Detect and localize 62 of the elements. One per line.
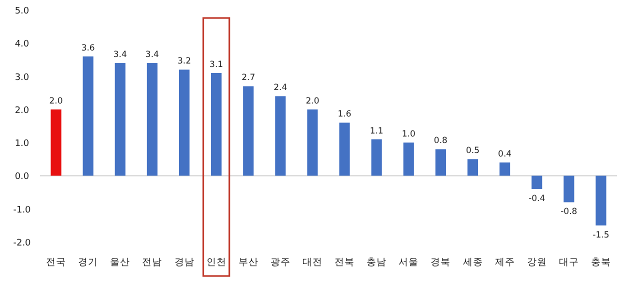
bar bbox=[467, 159, 478, 176]
x-tick-label: 세종 bbox=[462, 257, 483, 268]
data-label: 1.0 bbox=[402, 130, 416, 140]
x-tick-label: 경기 bbox=[78, 257, 98, 268]
x-tick-label: 전남 bbox=[142, 257, 162, 268]
data-label: 3.4 bbox=[113, 50, 127, 60]
bar bbox=[371, 139, 382, 176]
bar bbox=[82, 56, 94, 176]
data-label: 3.2 bbox=[177, 56, 192, 67]
y-tick-label: 1.0 bbox=[14, 139, 30, 150]
x-tick-label: 대전 bbox=[302, 257, 322, 268]
y-tick-label: 2.0 bbox=[14, 106, 30, 116]
data-label: 2.0 bbox=[306, 96, 320, 106]
data-label: 3.1 bbox=[210, 60, 224, 70]
bar bbox=[596, 176, 606, 226]
bar bbox=[243, 86, 254, 176]
x-tick-label: 전북 bbox=[334, 257, 355, 268]
x-tick-label: 전국 bbox=[46, 257, 66, 268]
x-tick-label: 제주 bbox=[494, 257, 515, 268]
data-label: 0.8 bbox=[434, 136, 448, 146]
x-tick-label: 경남 bbox=[174, 257, 194, 268]
x-tick-label: 충북 bbox=[590, 257, 611, 268]
bar bbox=[114, 63, 126, 176]
data-label: 3.4 bbox=[145, 50, 159, 60]
data-label: 2.0 bbox=[49, 96, 63, 106]
data-label: 0.4 bbox=[498, 149, 512, 160]
y-tick-label: -1.0 bbox=[13, 205, 32, 216]
bar bbox=[435, 149, 446, 176]
x-tick-label: 충남 bbox=[366, 257, 387, 268]
bar bbox=[500, 162, 510, 176]
x-tick-label: 대구 bbox=[558, 257, 579, 268]
y-tick-label: 0.0 bbox=[14, 172, 30, 182]
bar bbox=[403, 142, 414, 176]
x-tick-label: 울산 bbox=[110, 257, 130, 268]
y-tick-label: -2.0 bbox=[13, 238, 32, 248]
data-label: -0.4 bbox=[528, 194, 546, 204]
x-tick-label: 서울 bbox=[398, 257, 419, 268]
y-tick-label: 3.0 bbox=[14, 72, 30, 83]
bar bbox=[307, 109, 318, 176]
data-label: 1.1 bbox=[370, 126, 384, 136]
bar bbox=[275, 96, 286, 176]
x-tick-label: 경북 bbox=[430, 257, 451, 268]
bar bbox=[339, 122, 350, 176]
data-label: 3.6 bbox=[81, 43, 95, 54]
bar bbox=[211, 72, 222, 176]
y-tick-label: 4.0 bbox=[14, 40, 30, 50]
data-label: -0.8 bbox=[560, 207, 578, 218]
data-label: 2.7 bbox=[242, 73, 256, 84]
bar bbox=[50, 109, 62, 176]
x-tick-label: 인천 bbox=[206, 257, 226, 268]
bar bbox=[146, 63, 158, 176]
bar bbox=[178, 70, 190, 176]
data-label: 1.6 bbox=[338, 110, 352, 120]
y-tick-label: 5.0 bbox=[14, 6, 30, 16]
bar bbox=[532, 176, 542, 189]
x-tick-label: 부산 bbox=[238, 257, 258, 268]
data-label: -1.5 bbox=[592, 230, 610, 240]
data-label: 2.4 bbox=[274, 83, 288, 94]
data-label: 0.5 bbox=[466, 146, 480, 156]
x-tick-label: 강원 bbox=[526, 257, 547, 268]
x-tick-label: 광주 bbox=[270, 257, 290, 268]
bar bbox=[564, 176, 574, 202]
